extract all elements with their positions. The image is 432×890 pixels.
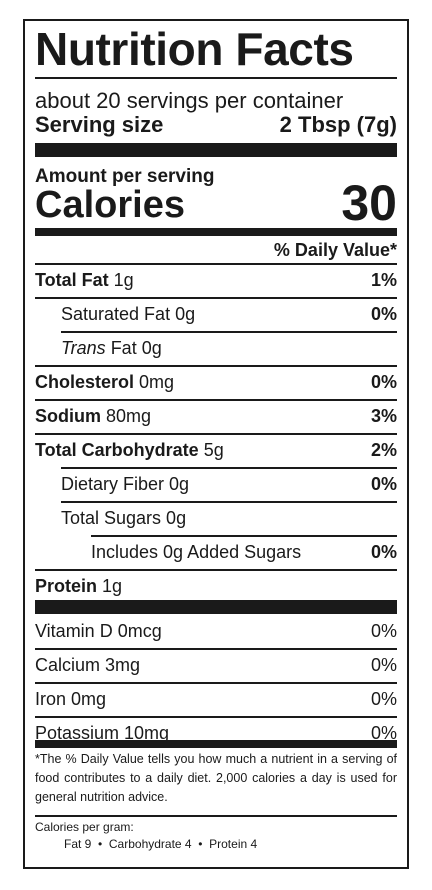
medium-divider (35, 740, 397, 748)
nutrient-dv: 0% (370, 542, 397, 562)
vitamin-name: Iron 0mg (35, 689, 107, 709)
vitamin-dv: 0% (370, 655, 397, 675)
nutrient-dv: 2% (370, 440, 397, 460)
nutrient-name: Total Carbohydrate (35, 440, 199, 460)
calories-label: Calories (35, 184, 185, 226)
nutrient-dv: 3% (370, 406, 397, 426)
serving-size-value: 2 Tbsp (7g) (279, 112, 397, 137)
divider (35, 682, 397, 684)
nutrient-row-cholesterol: Cholesterol 0mg 0% (35, 366, 397, 399)
vitamin-row-iron: Iron 0mg 0% (35, 683, 397, 716)
divider (35, 399, 397, 401)
nutrient-row-added-sugars: Includes 0g Added Sugars 0% (35, 536, 397, 569)
daily-value-header: % Daily Value* (273, 240, 397, 260)
thick-divider (35, 600, 397, 614)
nutrient-row-total-sugars: Total Sugars 0g (35, 502, 397, 535)
nutrient-amount: 0mg (134, 372, 175, 392)
nutrient-name: Protein (35, 576, 98, 596)
divider (35, 263, 397, 265)
divider (35, 433, 397, 435)
nutrient-name-italic: Trans (61, 338, 106, 358)
nutrient-dv: 0% (370, 474, 397, 494)
vitamin-name: Vitamin D 0mcg (35, 621, 162, 641)
vitamin-name: Potassium 10mg (35, 723, 170, 743)
nutrient-name: Cholesterol (35, 372, 135, 392)
divider (61, 467, 397, 469)
vitamin-dv: 0% (370, 621, 397, 641)
nutrient-dv: 0% (370, 372, 397, 392)
divider (61, 331, 397, 333)
nutrient-row-dietary-fiber: Dietary Fiber 0g 0% (35, 468, 397, 501)
amount-per-serving: Amount per serving (35, 166, 215, 187)
calories-per-gram-label: Calories per gram: (35, 820, 134, 834)
nutrient-dv: 1% (370, 270, 397, 290)
nutrient-name: Saturated Fat 0g (61, 304, 196, 324)
nutrient-dv: 0% (370, 304, 397, 324)
divider (35, 648, 397, 650)
nutrient-name: Sodium (35, 406, 101, 426)
nutrient-row-total-fat: Total Fat 1g 1% (35, 264, 397, 297)
nutrient-name: Total Sugars 0g (61, 508, 187, 528)
daily-value-footnote: *The % Daily Value tells you how much a … (35, 752, 397, 804)
nutrient-row-protein: Protein 1g (35, 570, 397, 603)
serving-size-label: Serving size (35, 112, 164, 137)
vitamin-dv: 0% (370, 689, 397, 709)
vitamin-row-vitamin-d: Vitamin D 0mcg 0% (35, 615, 397, 648)
nutrient-amount: 1g (97, 576, 123, 596)
divider (35, 569, 397, 571)
divider (35, 365, 397, 367)
divider (61, 501, 397, 503)
calories-row: Calories 30 (35, 177, 397, 229)
vitamin-name: Calcium 3mg (35, 655, 141, 675)
nutrition-facts-label: Nutrition Facts about 20 servings per co… (23, 19, 409, 869)
divider (35, 716, 397, 718)
vitamin-dv: 0% (370, 723, 397, 743)
medium-divider (35, 228, 397, 236)
nutrient-row-sodium: Sodium 80mg 3% (35, 400, 397, 433)
label-title: Nutrition Facts (35, 23, 354, 75)
divider (35, 815, 397, 817)
calories-per-gram-values: Fat 9 • Carbohydrate 4 • Protein 4 (64, 837, 258, 851)
nutrient-amount: 5g (198, 440, 224, 460)
calories-value: 30 (341, 175, 397, 231)
vitamin-row-calcium: Calcium 3mg 0% (35, 649, 397, 682)
nutrient-name: Total Fat (35, 270, 109, 290)
nutrient-name: Fat 0g (105, 338, 162, 358)
vitamin-row-potassium: Potassium 10mg 0% (35, 717, 397, 750)
nutrient-row-trans-fat: Trans Fat 0g (35, 332, 397, 365)
divider (91, 535, 397, 537)
serving-size-row: Serving size 2 Tbsp (7g) (35, 112, 397, 138)
nutrient-amount: 80mg (101, 406, 152, 426)
divider (35, 77, 397, 79)
nutrient-row-total-carbohydrate: Total Carbohydrate 5g 2% (35, 434, 397, 467)
nutrient-name: Includes 0g Added Sugars (91, 542, 302, 562)
nutrient-row-saturated-fat: Saturated Fat 0g 0% (35, 298, 397, 331)
divider (35, 297, 397, 299)
thick-divider (35, 143, 397, 157)
nutrient-name: Dietary Fiber 0g (61, 474, 190, 494)
servings-per-container: about 20 servings per container (35, 88, 344, 113)
nutrient-amount: 1g (108, 270, 134, 290)
